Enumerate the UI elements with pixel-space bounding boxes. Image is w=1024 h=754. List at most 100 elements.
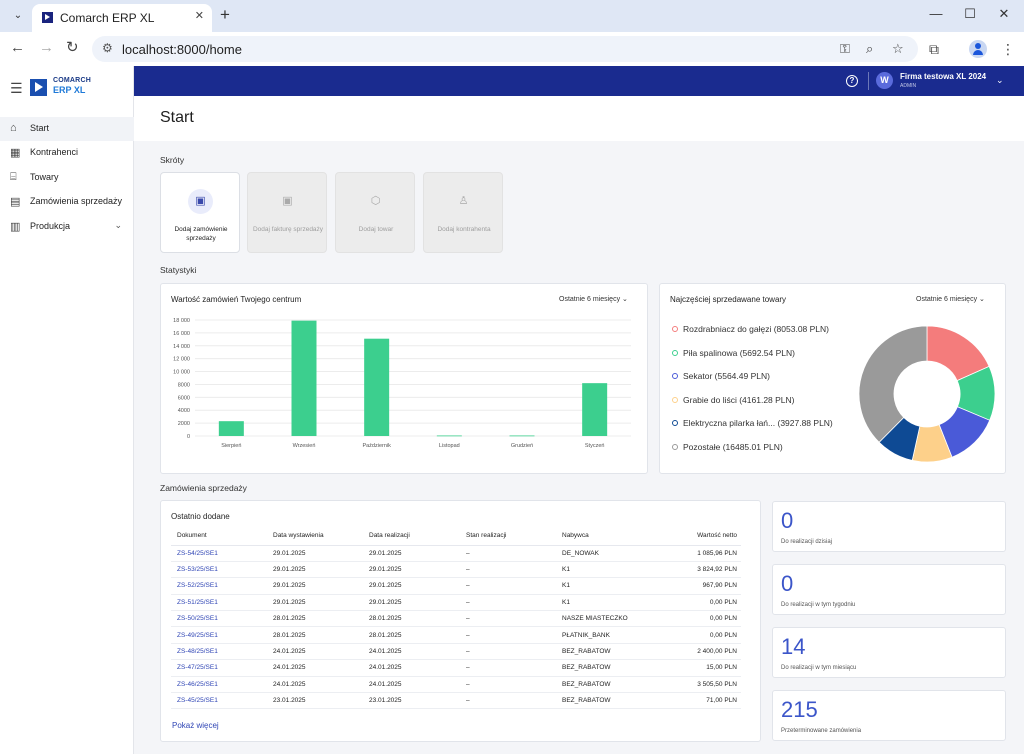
table-row[interactable]: ZS-48/25/SE1 24.01.2025 24.01.2025– BEZ_RAB… bbox=[171, 643, 741, 661]
reload-icon[interactable]: ↻ bbox=[66, 39, 79, 56]
y-tick-label: 18 000 bbox=[173, 318, 190, 324]
logo-line2: ERP XL bbox=[53, 85, 86, 95]
bar[interactable] bbox=[291, 320, 317, 436]
document-link[interactable]: ZS-50/25/SE1 bbox=[171, 610, 267, 628]
browser-tab[interactable]: Comarch ERP XL ✕ bbox=[32, 4, 212, 32]
document-link[interactable]: ZS-53/25/SE1 bbox=[171, 561, 267, 579]
orders-table: Dokument Data wystawienia Data realizacj… bbox=[171, 527, 741, 710]
table-row[interactable]: ZS-49/25/SE1 28.01.2025 28.01.2025– PŁATNIK… bbox=[171, 626, 741, 644]
bar[interactable] bbox=[218, 421, 244, 436]
window-close-icon[interactable]: ✕ bbox=[998, 6, 1010, 21]
url-text[interactable]: localhost:8000/home bbox=[122, 42, 242, 57]
factory-icon: ▥ bbox=[10, 221, 21, 233]
document-link[interactable]: ZS-54/25/SE1 bbox=[171, 545, 267, 562]
column-header[interactable]: Data wystawienia bbox=[267, 527, 363, 546]
table-row[interactable]: ZS-45/25/SE1 23.01.2025 23.01.2025– BEZ_RAB… bbox=[171, 692, 741, 710]
sidebar-item-label: Towary bbox=[30, 172, 59, 182]
x-tick-label: Grudzień bbox=[511, 443, 533, 449]
stat-card-today[interactable]: 0 Do realizacji dzisiaj bbox=[772, 501, 1006, 552]
company-name[interactable]: Firma testowa XL 2024 bbox=[900, 72, 987, 81]
pie-period-select[interactable]: Ostatnie 6 miesięcy ⌄ bbox=[916, 295, 985, 303]
new-tab-icon[interactable]: + bbox=[220, 5, 230, 24]
table-row[interactable]: ZS-46/25/SE1 24.01.2025 24.01.2025– BEZ_RAB… bbox=[171, 676, 741, 694]
x-tick-label: Listopad bbox=[439, 443, 460, 449]
y-tick-label: 16 000 bbox=[173, 331, 190, 337]
column-header[interactable]: Stan realizacji bbox=[460, 527, 556, 546]
sidebar-item-kontrahenci[interactable]: ▦ Kontrahenci bbox=[0, 141, 134, 165]
table-row[interactable]: ZS-54/25/SE1 29.01.2025 29.01.2025– DE_NOWA… bbox=[171, 545, 741, 562]
tab-close-icon[interactable]: ✕ bbox=[194, 10, 204, 22]
column-header[interactable]: Data realizacji bbox=[363, 527, 460, 546]
bar-period-select[interactable]: Ostatnie 6 miesięcy ⌄ bbox=[559, 295, 628, 303]
extensions-icon[interactable]: ⧉ bbox=[929, 41, 939, 57]
table-cell: 0,00 PLN bbox=[652, 610, 741, 628]
sidebar-item-produkcja[interactable]: ▥ Produkcja ⌄ bbox=[0, 215, 134, 239]
table-cell: 29.01.2025 bbox=[363, 594, 460, 612]
bar[interactable] bbox=[364, 338, 390, 436]
sidebar-item-zamowienia[interactable]: ▤ Zamówienia sprzedaży bbox=[0, 190, 134, 214]
help-icon[interactable]: ? bbox=[846, 75, 858, 87]
y-tick-label: 4000 bbox=[178, 408, 190, 414]
browser-menu-icon[interactable]: ⋮ bbox=[1001, 41, 1015, 57]
legend-label: Rozdrabniacz do gałęzi (8053.08 PLN) bbox=[683, 324, 830, 334]
sidebar-item-start[interactable]: ⌂ Start bbox=[0, 117, 134, 141]
add-order-shortcut[interactable]: ▣ Dodaj zamówienie sprzedaży bbox=[160, 172, 240, 253]
forward-icon[interactable]: → bbox=[39, 39, 54, 56]
bar-chart-card: Wartość zamówień Twojego centrum Ostatni… bbox=[160, 283, 648, 474]
bar[interactable] bbox=[509, 435, 535, 437]
back-icon[interactable]: ← bbox=[10, 39, 25, 56]
table-cell: 15,00 PLN bbox=[652, 659, 741, 677]
legend-marker bbox=[672, 349, 678, 356]
y-tick-label: 6000 bbox=[178, 395, 190, 401]
bar-period-label: Ostatnie 6 miesięcy bbox=[559, 296, 621, 303]
stat-value: 0 bbox=[781, 508, 794, 533]
bar[interactable] bbox=[436, 435, 462, 437]
table-cell: – bbox=[460, 594, 556, 612]
site-settings-icon[interactable]: ⚙ bbox=[102, 41, 113, 55]
table-header-row: Dokument Data wystawienia Data realizacj… bbox=[171, 527, 741, 546]
table-cell: – bbox=[460, 676, 556, 694]
document-link[interactable]: ZS-48/25/SE1 bbox=[171, 643, 267, 661]
stat-label: Do realizacji dzisiaj bbox=[781, 539, 833, 545]
table-row[interactable]: ZS-50/25/SE1 28.01.2025 28.01.2025– NASZE M… bbox=[171, 610, 741, 628]
column-header[interactable]: Dokument bbox=[171, 527, 267, 546]
stat-card-overdue[interactable]: 215 Przeterminowane zamówienia bbox=[772, 690, 1006, 741]
sidebar-item-towary[interactable]: ⌸ Towary bbox=[0, 166, 134, 190]
profile-icon[interactable] bbox=[969, 40, 987, 58]
table-cell: 28.01.2025 bbox=[267, 610, 363, 628]
document-link[interactable]: ZS-51/25/SE1 bbox=[171, 594, 267, 612]
document-link[interactable]: ZS-49/25/SE1 bbox=[171, 626, 267, 644]
tab-search-icon[interactable]: ⌄ bbox=[13, 10, 23, 21]
document-link[interactable]: ZS-46/25/SE1 bbox=[171, 676, 267, 694]
menu-icon[interactable]: ☰ bbox=[10, 80, 23, 96]
maximize-icon[interactable]: ☐ bbox=[964, 6, 976, 21]
document-link[interactable]: ZS-52/25/SE1 bbox=[171, 577, 267, 595]
bookmark-star-icon[interactable]: ☆ bbox=[892, 41, 904, 56]
minimize-icon[interactable]: — bbox=[929, 6, 943, 21]
table-cell: 24.01.2025 bbox=[267, 676, 363, 694]
show-more-link[interactable]: Pokaż więcej bbox=[172, 721, 219, 730]
pie-slice[interactable] bbox=[858, 325, 928, 443]
stat-card-month[interactable]: 14 Do realizacji w tym miesiącu bbox=[772, 627, 1006, 678]
password-key-icon[interactable]: ⚿ bbox=[840, 41, 850, 56]
document-link[interactable]: ZS-45/25/SE1 bbox=[171, 692, 267, 710]
legend-label: Elektryczna pilarka łań... (3927.88 PLN) bbox=[683, 418, 833, 428]
stat-card-week[interactable]: 0 Do realizacji w tym tygodniu bbox=[772, 564, 1006, 615]
avatar[interactable]: W bbox=[876, 72, 893, 89]
table-row[interactable]: ZS-47/25/SE1 24.01.2025 24.01.2025– BEZ_RAB… bbox=[171, 659, 741, 677]
table-row[interactable]: ZS-53/25/SE1 29.01.2025 29.01.2025– K1 3 824… bbox=[171, 561, 741, 579]
table-cell: – bbox=[460, 610, 556, 628]
zoom-icon[interactable]: ⌕ bbox=[866, 41, 874, 56]
table-row[interactable]: ZS-52/25/SE1 29.01.2025 29.01.2025– K1 967,9… bbox=[171, 577, 741, 595]
column-header[interactable]: Nabywca bbox=[556, 527, 652, 546]
column-header[interactable]: Wartość netto bbox=[652, 527, 741, 546]
y-tick-label: 2000 bbox=[178, 421, 190, 427]
address-bar[interactable]: ⚙ localhost:8000/home ⚿ ⌕ ☆ bbox=[92, 36, 918, 62]
table-cell: – bbox=[460, 643, 556, 661]
chevron-down-icon[interactable]: ⌄ bbox=[996, 75, 1004, 85]
document-link[interactable]: ZS-47/25/SE1 bbox=[171, 659, 267, 677]
table-cell: 29.01.2025 bbox=[267, 561, 363, 579]
bar[interactable] bbox=[582, 383, 608, 436]
table-row[interactable]: ZS-51/25/SE1 29.01.2025 29.01.2025– K1 0,00 … bbox=[171, 594, 741, 612]
table-cell: BEZ_RABATOW bbox=[556, 676, 652, 694]
